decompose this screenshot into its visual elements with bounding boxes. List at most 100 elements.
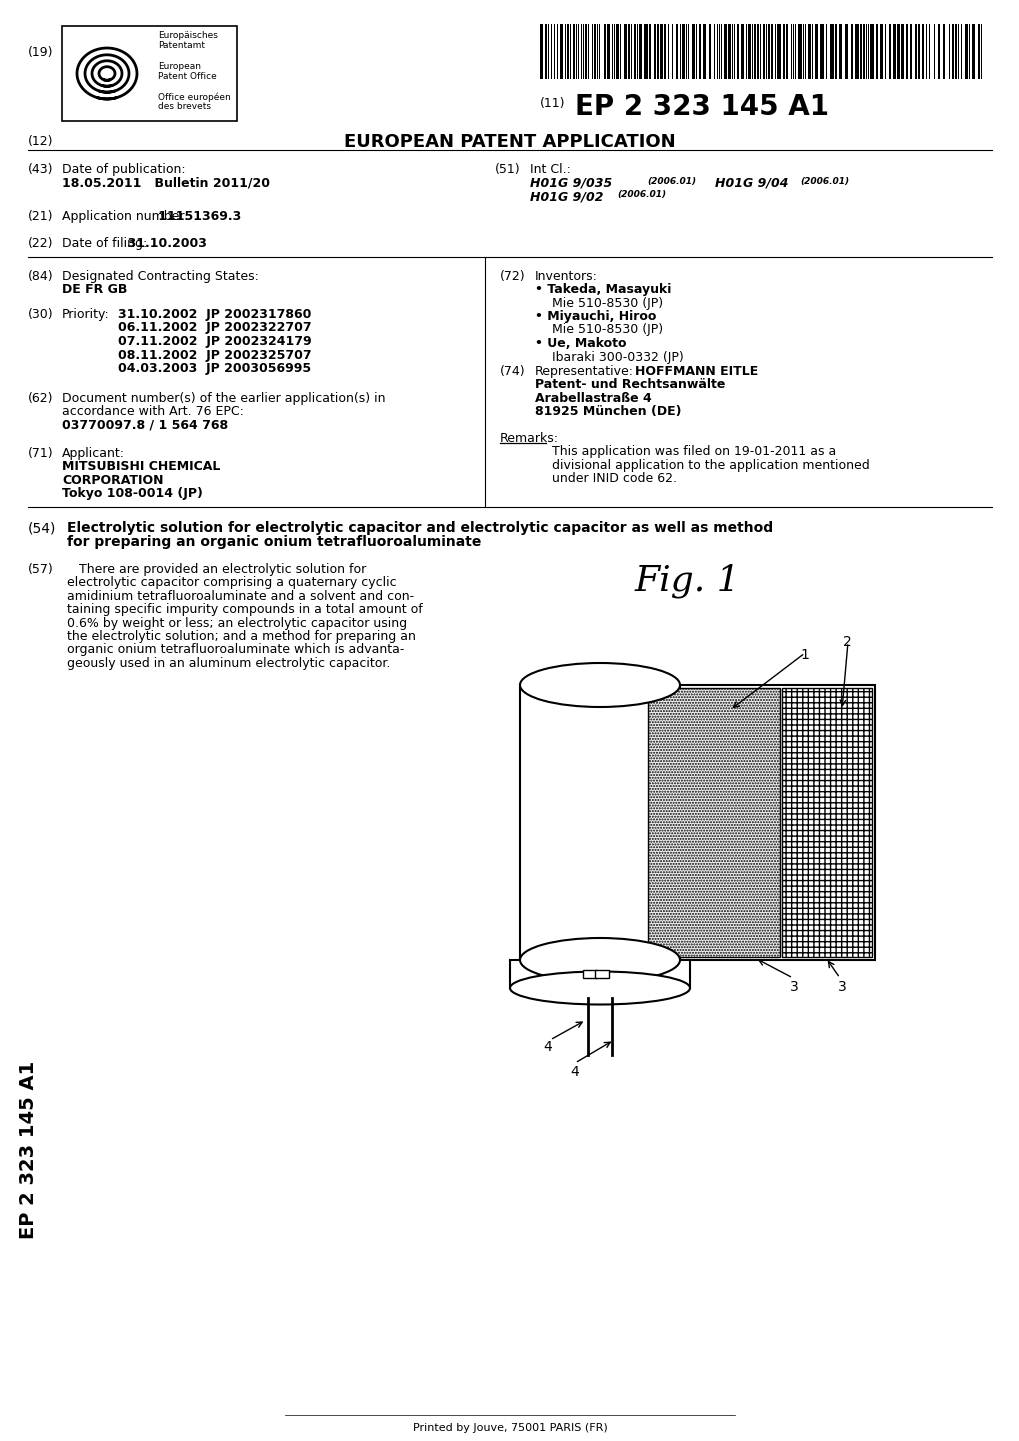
Text: Patent- und Rechtsanwälte: Patent- und Rechtsanwälte <box>535 378 725 391</box>
Bar <box>782 687 871 957</box>
Text: (74): (74) <box>499 365 525 378</box>
Text: Designated Contracting States:: Designated Contracting States: <box>62 269 259 282</box>
Text: 3: 3 <box>838 980 846 994</box>
Bar <box>756 24 758 79</box>
Text: taining specific impurity compounds in a total amount of: taining specific impurity compounds in a… <box>67 602 422 615</box>
Bar <box>814 24 817 79</box>
Text: des brevets: des brevets <box>158 102 211 111</box>
Text: (54): (54) <box>28 522 56 536</box>
Text: • Miyauchi, Hiroo: • Miyauchi, Hiroo <box>535 310 656 323</box>
Text: electrolytic capacitor comprising a quaternary cyclic: electrolytic capacitor comprising a quat… <box>67 576 396 589</box>
Bar <box>964 24 967 79</box>
Bar <box>951 24 953 79</box>
Text: (2006.01): (2006.01) <box>799 177 848 186</box>
Bar <box>594 970 608 978</box>
Text: Patent Office: Patent Office <box>158 72 217 81</box>
Text: 08.11.2002  JP 2002325707: 08.11.2002 JP 2002325707 <box>118 349 312 362</box>
Bar <box>723 24 727 79</box>
Bar <box>819 24 823 79</box>
Text: organic onium tetrafluoroaluminate which is advanta-: organic onium tetrafluoroaluminate which… <box>67 644 404 657</box>
Text: amidinium tetrafluoroaluminate and a solvent and con-: amidinium tetrafluoroaluminate and a sol… <box>67 589 414 602</box>
Bar <box>585 24 586 79</box>
Text: Int Cl.:: Int Cl.: <box>530 163 571 176</box>
Text: for preparing an organic onium tetrafluoroaluminate: for preparing an organic onium tetrafluo… <box>67 535 481 549</box>
Bar <box>544 24 546 79</box>
Text: Date of filing:: Date of filing: <box>62 236 147 249</box>
Text: Electrolytic solution for electrolytic capacitor and electrolytic capacitor as w: Electrolytic solution for electrolytic c… <box>67 522 772 535</box>
Text: (51): (51) <box>494 163 520 176</box>
Text: • Takeda, Masayuki: • Takeda, Masayuki <box>535 282 671 295</box>
Bar <box>807 24 810 79</box>
Text: H01G 9/04: H01G 9/04 <box>714 177 788 190</box>
Bar <box>691 24 694 79</box>
Bar <box>559 24 562 79</box>
Bar <box>835 24 837 79</box>
Bar <box>753 24 755 79</box>
Text: (2006.01): (2006.01) <box>646 177 695 186</box>
Bar <box>914 24 916 79</box>
Text: (19): (19) <box>28 46 53 59</box>
Text: (71): (71) <box>28 447 54 460</box>
Bar <box>615 24 619 79</box>
Text: (22): (22) <box>28 236 53 249</box>
Text: Printed by Jouve, 75001 PARIS (FR): Printed by Jouve, 75001 PARIS (FR) <box>413 1424 606 1432</box>
Text: 3: 3 <box>790 980 798 994</box>
Bar <box>971 24 974 79</box>
Bar <box>937 24 940 79</box>
Bar <box>892 24 895 79</box>
Bar <box>917 24 919 79</box>
Text: HOFFMANN EITLE: HOFFMANN EITLE <box>635 365 757 378</box>
Text: 31.10.2002  JP 2002317860: 31.10.2002 JP 2002317860 <box>118 308 311 321</box>
Bar <box>797 24 801 79</box>
Bar <box>875 24 877 79</box>
Text: (57): (57) <box>28 563 54 576</box>
Bar <box>786 24 788 79</box>
Bar <box>603 24 605 79</box>
Bar <box>638 24 641 79</box>
Text: Application number:: Application number: <box>62 210 189 223</box>
Bar <box>850 24 852 79</box>
Text: Priority:: Priority: <box>62 308 110 321</box>
Bar <box>869 24 873 79</box>
Text: 4: 4 <box>542 1040 551 1053</box>
Text: (21): (21) <box>28 210 53 223</box>
Bar <box>776 24 781 79</box>
Text: (11): (11) <box>539 97 565 110</box>
Bar <box>905 24 907 79</box>
Bar <box>740 24 743 79</box>
Text: DE FR GB: DE FR GB <box>62 282 127 295</box>
Text: 31.10.2003: 31.10.2003 <box>62 236 207 249</box>
Text: (12): (12) <box>28 135 53 148</box>
Text: 04.03.2003  JP 2003056995: 04.03.2003 JP 2003056995 <box>118 362 311 375</box>
Bar <box>593 24 595 79</box>
Bar <box>770 24 772 79</box>
Bar <box>900 24 903 79</box>
Bar <box>839 24 841 79</box>
Text: This application was filed on 19-01-2011 as a: This application was filed on 19-01-2011… <box>551 445 836 458</box>
Bar <box>653 24 655 79</box>
Text: Fig. 1: Fig. 1 <box>635 563 740 598</box>
Text: Mie 510-8530 (JP): Mie 510-8530 (JP) <box>551 323 662 337</box>
Ellipse shape <box>520 663 680 708</box>
Bar <box>854 24 858 79</box>
Text: (43): (43) <box>28 163 53 176</box>
Text: 1: 1 <box>799 648 808 661</box>
Text: 03770097.8 / 1 564 768: 03770097.8 / 1 564 768 <box>62 418 228 431</box>
Text: EUROPEAN PATENT APPLICATION: EUROPEAN PATENT APPLICATION <box>343 133 676 151</box>
Text: 06.11.2002  JP 2002322707: 06.11.2002 JP 2002322707 <box>118 321 312 334</box>
Bar <box>676 24 678 79</box>
Bar <box>859 24 861 79</box>
Text: (72): (72) <box>499 269 525 282</box>
Text: CORPORATION: CORPORATION <box>62 474 163 487</box>
Bar <box>708 24 710 79</box>
Text: Arabellastraße 4: Arabellastraße 4 <box>535 392 651 405</box>
Bar <box>896 24 899 79</box>
Bar <box>682 24 685 79</box>
Bar <box>648 24 650 79</box>
Bar <box>767 24 769 79</box>
Bar <box>943 24 944 79</box>
Bar <box>624 24 627 79</box>
Text: geously used in an aluminum electrolytic capacitor.: geously used in an aluminum electrolytic… <box>67 657 390 670</box>
Bar <box>879 24 882 79</box>
Text: (84): (84) <box>28 269 54 282</box>
